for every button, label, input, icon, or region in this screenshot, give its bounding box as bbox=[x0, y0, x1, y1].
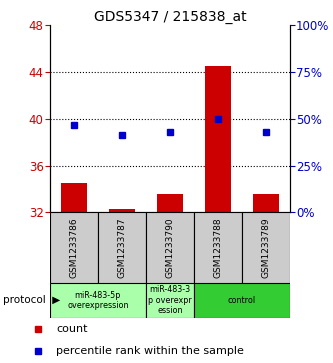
Text: GSM1233788: GSM1233788 bbox=[213, 217, 222, 278]
Text: percentile rank within the sample: percentile rank within the sample bbox=[56, 346, 244, 356]
Bar bbox=[50, 283, 146, 318]
Text: miR-483-3
p overexpr
ession: miR-483-3 p overexpr ession bbox=[148, 285, 192, 315]
Text: GSM1233786: GSM1233786 bbox=[69, 217, 79, 278]
Bar bbox=[61, 183, 87, 212]
Text: count: count bbox=[56, 325, 88, 334]
Text: GSM1233789: GSM1233789 bbox=[261, 217, 270, 278]
Bar bbox=[157, 194, 183, 212]
Bar bbox=[194, 283, 290, 318]
Bar bbox=[242, 212, 290, 283]
Text: GSM1233790: GSM1233790 bbox=[165, 217, 174, 278]
Bar bbox=[204, 66, 231, 212]
Text: control: control bbox=[228, 296, 256, 305]
Bar bbox=[194, 212, 242, 283]
Bar bbox=[50, 212, 98, 283]
Bar bbox=[252, 194, 279, 212]
Bar bbox=[109, 209, 135, 212]
Bar bbox=[146, 212, 194, 283]
Title: GDS5347 / 215838_at: GDS5347 / 215838_at bbox=[94, 11, 246, 24]
Bar bbox=[146, 283, 194, 318]
Text: protocol  ▶: protocol ▶ bbox=[3, 295, 61, 305]
Text: GSM1233787: GSM1233787 bbox=[117, 217, 127, 278]
Text: miR-483-5p
overexpression: miR-483-5p overexpression bbox=[67, 291, 129, 310]
Bar bbox=[98, 212, 146, 283]
